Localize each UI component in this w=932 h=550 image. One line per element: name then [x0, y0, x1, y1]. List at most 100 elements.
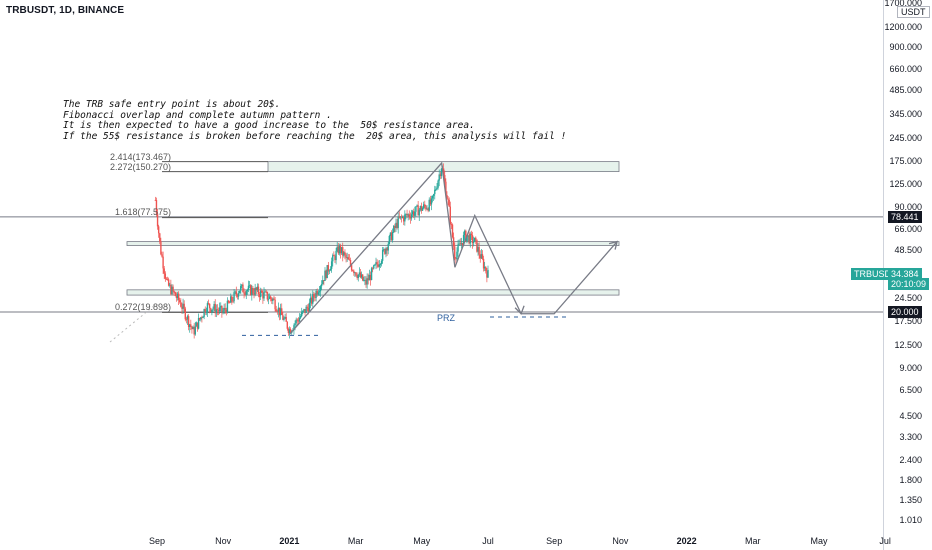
- candle-body: [467, 235, 469, 237]
- candle-body: [384, 249, 386, 254]
- candle-body: [394, 225, 396, 228]
- candle-body: [274, 299, 276, 310]
- candle-body: [480, 254, 483, 259]
- price-tick-label: 1.800: [899, 474, 922, 485]
- candle-body: [361, 274, 364, 281]
- candle-body: [414, 211, 416, 216]
- candle-body: [375, 262, 377, 265]
- chart-levels: [0, 161, 883, 343]
- candle-body: [296, 319, 298, 321]
- candle-body: [187, 316, 190, 327]
- candle-body: [251, 287, 253, 296]
- candle-body: [275, 309, 277, 312]
- candle-body: [431, 195, 434, 199]
- candle-body: [447, 198, 449, 200]
- candle-body: [243, 292, 245, 294]
- candle-body: [242, 284, 244, 293]
- candle-body: [241, 284, 243, 287]
- fib-label-0272: 0.272(19.898): [115, 302, 172, 312]
- time-tick-label: 2022: [676, 536, 697, 546]
- candle-body: [461, 242, 464, 246]
- candle-body: [245, 291, 247, 295]
- time-tick-label: May: [810, 536, 828, 546]
- candle-body: [485, 266, 487, 272]
- candle-body: [326, 265, 328, 279]
- candle-body: [389, 232, 392, 236]
- candle-body: [282, 314, 284, 320]
- currency-button[interactable]: USDT: [897, 6, 930, 18]
- candle-body: [320, 284, 323, 287]
- candle-body: [217, 310, 220, 312]
- candle-body: [413, 211, 415, 216]
- candle-body: [363, 280, 365, 281]
- price-tick-label: 48.500: [894, 245, 922, 256]
- candle-body: [366, 278, 368, 285]
- candle-body: [406, 214, 408, 216]
- candle-body: [268, 296, 271, 299]
- candle-body: [456, 251, 458, 260]
- candle-body: [355, 272, 357, 276]
- price-tick-label: 12.500: [894, 339, 922, 350]
- candle-body: [479, 254, 481, 259]
- candle-body: [477, 247, 479, 252]
- candle-body: [457, 244, 459, 252]
- candle-body: [429, 199, 432, 205]
- candle-body: [451, 224, 454, 238]
- support-price-badge: 20.000: [888, 306, 922, 318]
- candle-body: [333, 255, 335, 257]
- candle-body: [235, 291, 237, 295]
- candle-body: [385, 248, 387, 254]
- candle-body: [230, 296, 232, 303]
- candle-body: [175, 296, 178, 299]
- candle-body: [465, 230, 467, 242]
- candle-body: [205, 311, 208, 313]
- candle-body: [315, 290, 317, 298]
- candle-body: [458, 243, 460, 245]
- candle-body: [343, 252, 345, 256]
- candle-body: [397, 216, 399, 228]
- candle-body: [410, 214, 413, 219]
- candle-body: [181, 306, 183, 309]
- candle-body: [383, 249, 385, 250]
- price-tick-label: 175.000: [889, 156, 922, 166]
- note-line-1: The TRB safe entry point is about 20$.: [63, 99, 281, 110]
- candle-body: [226, 300, 229, 313]
- price-tick-label: 6.500: [899, 385, 922, 396]
- candle-body: [304, 309, 306, 313]
- candle-body: [417, 205, 419, 216]
- price-tick-label: 660.000: [889, 63, 922, 74]
- price-tick-label: 1200.000: [884, 21, 922, 32]
- pattern-arrow-up: [608, 240, 618, 250]
- candle-body: [184, 308, 186, 320]
- candle-body: [466, 236, 468, 242]
- candle-body: [420, 206, 423, 211]
- candle-body: [156, 213, 159, 227]
- candle-body: [325, 270, 327, 279]
- candle-body: [427, 208, 429, 211]
- candle-body: [339, 245, 342, 254]
- candle-body: [284, 316, 286, 319]
- candle-body: [281, 308, 283, 315]
- candle-body: [206, 303, 209, 312]
- candle-body: [391, 231, 394, 241]
- candle-body: [232, 300, 234, 302]
- candle-body: [259, 290, 262, 298]
- candle-body: [276, 311, 279, 313]
- time-tick-label: Sep: [148, 536, 166, 546]
- candle-body: [470, 233, 473, 236]
- candle-body: [462, 235, 465, 246]
- candle-body: [322, 280, 324, 285]
- candle-body: [386, 248, 388, 251]
- candle-body: [336, 246, 338, 251]
- candle-body: [472, 241, 475, 243]
- candle-body: [317, 292, 320, 295]
- candle-body: [486, 271, 488, 278]
- candle-body: [411, 211, 414, 215]
- candle-body: [170, 284, 172, 295]
- time-tick-label: Jul: [879, 536, 891, 546]
- candle-body: [257, 286, 260, 295]
- candle-body: [176, 293, 179, 299]
- price-tick-label: 245.000: [889, 132, 922, 143]
- candle-body: [347, 257, 349, 260]
